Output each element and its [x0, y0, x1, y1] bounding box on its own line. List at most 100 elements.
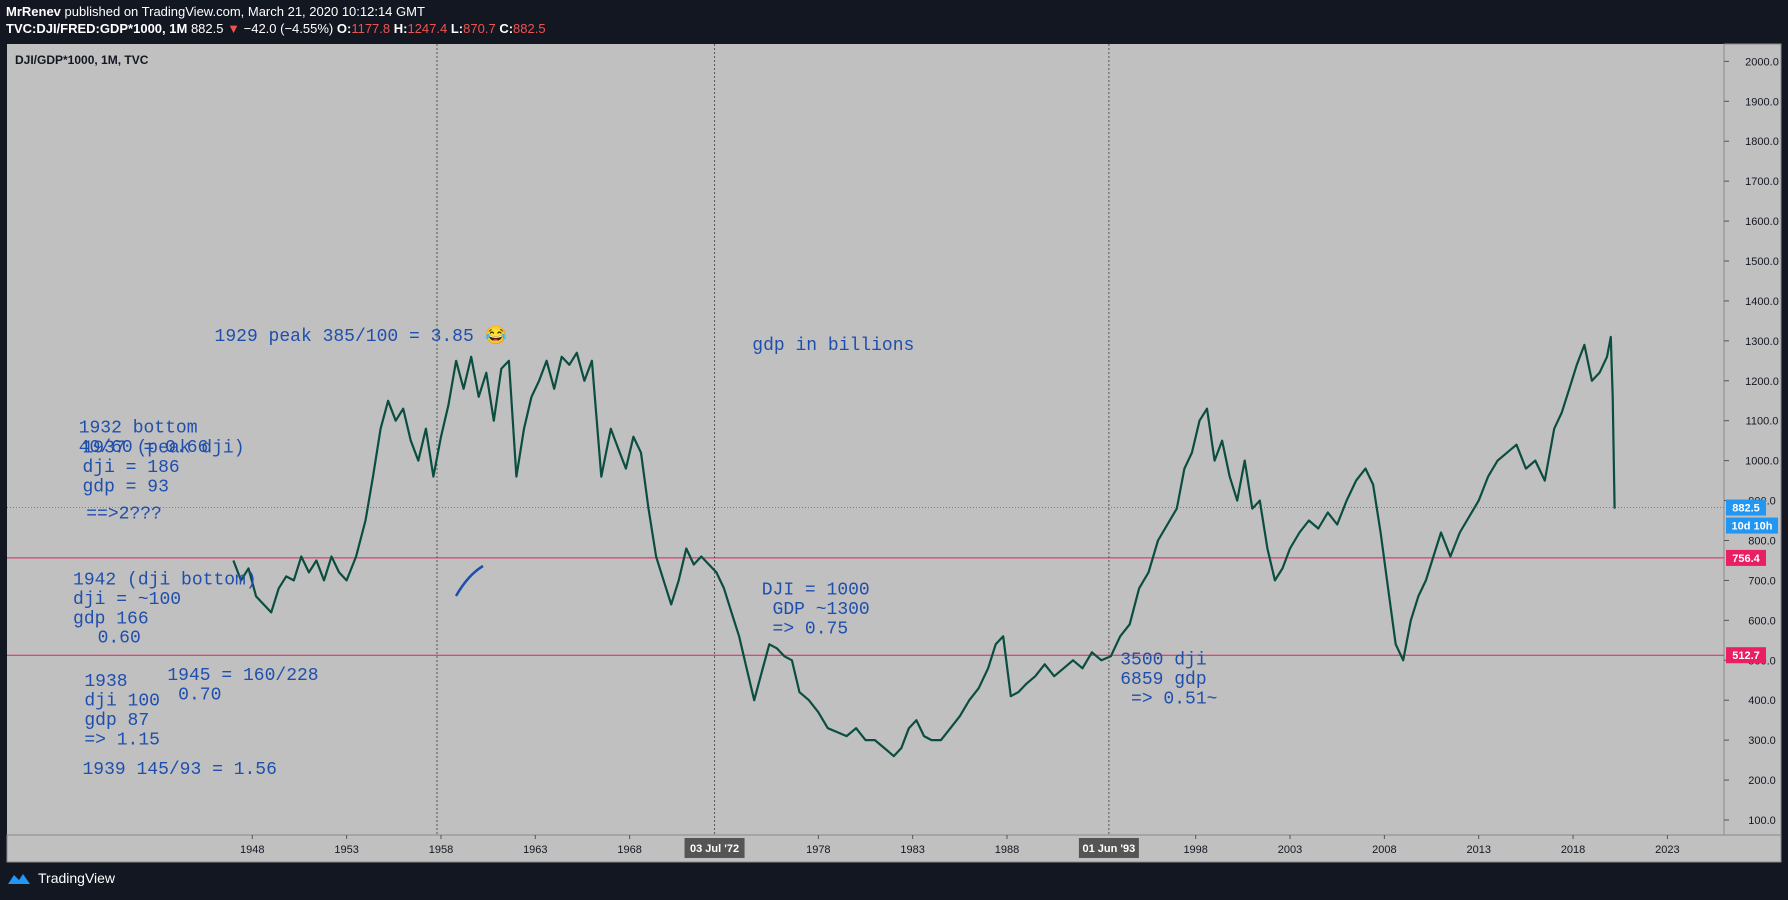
x-tick-label: 2003 [1278, 844, 1302, 856]
vertical-markers: 03 Jul '72 01 Jun '93 [436, 44, 1139, 858]
x-tick-label: 1958 [429, 844, 453, 856]
annotation-text[interactable]: 1932 bottom 40/60 = 0.66 [79, 419, 209, 459]
publish-info: MrRenev published on TradingView.com, Ma… [6, 4, 425, 19]
annotation-line: 1932 bottom [79, 419, 198, 439]
countdown-label: 10d 10h [1732, 521, 1773, 533]
y-tick-label: 300.0 [1748, 735, 1776, 747]
annotation-line: 1937 (peak dji) [82, 439, 244, 459]
high-value: 1247.4 [407, 21, 448, 36]
last-price-label: 882.5 [1732, 503, 1760, 515]
low-value: 870.7 [463, 21, 496, 36]
annotation-text[interactable]: 1937 (peak dji) dji = 186 gdp = 93 [82, 439, 244, 498]
y-tick-label: 100.0 [1748, 815, 1776, 827]
annotation-line: 3500 dji [1120, 650, 1206, 670]
annotation-line: gdp = 93 [82, 478, 168, 498]
chart-title: DJI/GDP*1000, 1M, TVC [15, 53, 149, 67]
open-value: 1177.8 [351, 21, 391, 36]
annotation-line: DJI = 1000 [762, 580, 870, 600]
down-arrow-icon: ▼ [227, 21, 240, 36]
close-value: 882.5 [513, 21, 546, 36]
last-price: 882.5 [190, 21, 224, 36]
annotation-line: 1942 (dji bottom) [73, 570, 257, 590]
x-axis-ticks: 1948 1953 1958 1963 1968 1978 1983 1988 1998 2003… [240, 835, 1680, 856]
y-tick-label: 1000.0 [1745, 456, 1779, 468]
last-price-badge [1726, 499, 1766, 516]
close-label: C: [499, 21, 514, 36]
annotation-line: 0.60 [98, 628, 141, 648]
annotation-line: 1929 peak 385/100 = 3.85 😂 [215, 325, 507, 347]
annotation-line: gdp 87 [84, 711, 149, 731]
y-tick-label: 200.0 [1748, 775, 1776, 787]
high-label: H: [393, 21, 408, 36]
y-tick-label: 2000.0 [1745, 56, 1779, 68]
annotation-line: 1938 [84, 672, 127, 692]
annotation-line: => 1.15 [84, 731, 160, 751]
annotation-text[interactable]: DJI = 1000 GDP ~1300 => 0.75 [762, 580, 870, 639]
annotation-text[interactable]: 0.60 [98, 628, 141, 648]
countdown-badge [1726, 517, 1778, 534]
annotation-text[interactable]: gdp in billions [752, 336, 914, 356]
y-tick-label: 1400.0 [1745, 296, 1779, 308]
date-marker-badge [1078, 838, 1139, 858]
low-label: L: [450, 21, 464, 36]
x-tick-label: 1978 [806, 844, 830, 856]
x-tick-label: 2013 [1466, 844, 1490, 856]
x-tick-label: 2018 [1561, 844, 1585, 856]
price-badges: 756.4 512.7 882.5 10d 10h [1726, 499, 1778, 664]
annotation-line: gdp in billions [752, 336, 914, 356]
date-marker-badge [684, 838, 745, 858]
annotation-text[interactable]: ==>2??? [86, 505, 162, 525]
series-line [232, 335, 1616, 758]
y-tick-label: 1700.0 [1745, 176, 1779, 188]
hand-drawn-stroke [454, 564, 484, 597]
y-tick-label: 1900.0 [1745, 96, 1779, 108]
annotation-line: 1939 145/93 = 1.56 [82, 760, 276, 780]
annotation-line: dji = 186 [82, 458, 179, 478]
annotation-line: 1945 = 160/228 [167, 666, 318, 686]
y-tick-label: 1600.0 [1745, 216, 1779, 228]
tradingview-logo[interactable]: TradingView [6, 870, 115, 886]
symbol-name: TVC:DJI/FRED:GDP*1000, 1M [6, 21, 188, 36]
x-tick-label: 1963 [523, 844, 547, 856]
annotation-text[interactable]: 1942 (dji bottom) dji = ~100 gdp 166 [73, 570, 257, 629]
level-price-badge [1726, 647, 1766, 664]
annotation-line: gdp 166 [73, 609, 149, 629]
level-price-label: 756.4 [1732, 553, 1760, 565]
y-tick-label: 1100.0 [1746, 416, 1779, 428]
x-tick-label: 2008 [1372, 844, 1396, 856]
y-tick-label: 1200.0 [1745, 376, 1779, 388]
price-change: −42.0 (−4.55%) [243, 21, 334, 36]
x-tick-label: 1998 [1183, 844, 1207, 856]
price-axis[interactable] [1723, 43, 1782, 836]
level-price-label: 512.7 [1732, 650, 1760, 662]
open-label: O: [336, 21, 352, 36]
level-price-badge [1726, 549, 1766, 566]
x-tick-label: 1953 [334, 844, 358, 856]
x-tick-label: 2023 [1655, 844, 1679, 856]
annotation-text[interactable]: 3500 dji 6859 gdp => 0.51~ [1120, 650, 1217, 709]
annotation-line: 6859 gdp [1120, 670, 1206, 690]
y-tick-label: 1500.0 [1745, 256, 1779, 268]
annotation-line: => 0.51~ [1120, 689, 1217, 709]
annotation-line: ==>2??? [86, 505, 162, 525]
published-text: published on TradingView.com, March 21, … [64, 4, 425, 19]
y-tick-label: 600.0 [1748, 615, 1776, 627]
symbol-info-bar: TVC:DJI/FRED:GDP*1000, 1M 882.5 ▼ −42.0 … [6, 21, 546, 36]
x-tick-label: 1983 [900, 844, 924, 856]
annotation-line: dji 100 [84, 692, 160, 712]
annotation-text[interactable]: 1929 peak 385/100 = 3.85 😂 [215, 325, 507, 347]
y-tick-label: 800.0 [1748, 535, 1776, 547]
annotation-text[interactable]: 1939 145/93 = 1.56 [82, 760, 276, 780]
plot-area[interactable] [7, 44, 1724, 835]
horizontal-lines [7, 507, 1724, 656]
author-name[interactable]: MrRenev [6, 4, 61, 19]
annotation-line: => 0.75 [762, 619, 848, 639]
annotation-text[interactable]: 1945 = 160/228 0.70 [167, 666, 318, 706]
annotation-line: dji = ~100 [73, 590, 181, 610]
annotation-line: 40/60 = 0.66 [79, 438, 209, 458]
annotation-text[interactable]: 1938 dji 100 gdp 87 => 1.15 [84, 672, 160, 751]
annotation-line: 0.70 [167, 686, 221, 706]
time-axis[interactable] [6, 834, 1782, 863]
y-tick-label: 1300.0 [1745, 336, 1779, 348]
